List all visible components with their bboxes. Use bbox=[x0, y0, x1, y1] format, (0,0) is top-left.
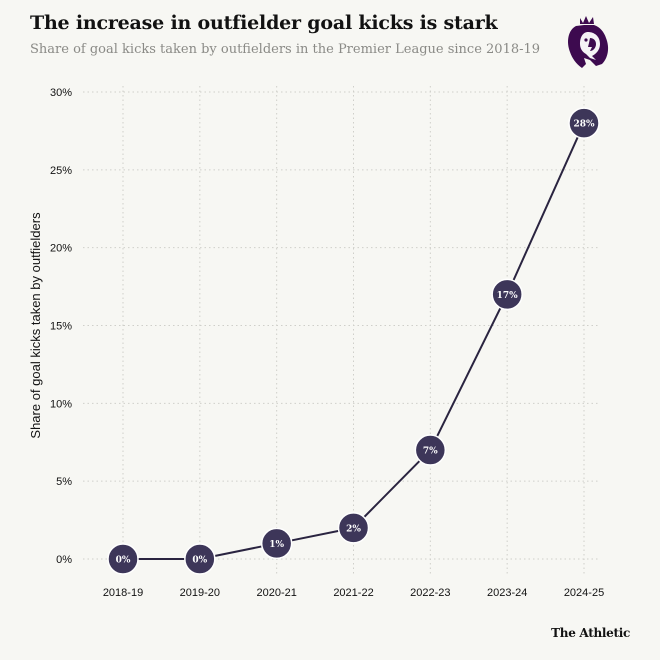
series-line-group bbox=[123, 122, 585, 560]
data-point bbox=[184, 543, 216, 575]
y-tick-label: 15% bbox=[50, 321, 72, 333]
chart-title: The increase in outfielder goal kicks is… bbox=[30, 12, 498, 34]
brand-logo-text: The Athletic bbox=[551, 626, 630, 640]
data-point bbox=[414, 434, 447, 466]
data-point bbox=[568, 107, 600, 139]
grid bbox=[83, 86, 600, 575]
data-label: 0% bbox=[192, 556, 207, 566]
x-tick-label: 2023-24 bbox=[487, 587, 527, 599]
data-point bbox=[337, 512, 370, 544]
y-axis-label: Share of goal kicks taken by outfielders bbox=[28, 212, 43, 439]
y-tick-label: 0% bbox=[56, 554, 72, 566]
x-tick-label: 2021-22 bbox=[333, 587, 373, 599]
data-label: 2% bbox=[346, 524, 361, 534]
y-tick-label: 5% bbox=[56, 476, 72, 488]
data-point bbox=[260, 527, 293, 560]
y-tick-label: 20% bbox=[50, 243, 72, 255]
x-tick-label: 2022-23 bbox=[410, 587, 450, 599]
data-points: 0% 0% 1% 2% 7% 17% 28% bbox=[107, 107, 600, 575]
data-label: 7% bbox=[423, 447, 438, 457]
x-tick-label: 2018-19 bbox=[103, 587, 143, 599]
chart-subtitle: Share of goal kicks taken by outfielders… bbox=[30, 42, 541, 57]
data-label: 28% bbox=[573, 120, 595, 130]
data-label: 0% bbox=[116, 556, 131, 566]
data-point bbox=[491, 278, 523, 311]
series-line bbox=[123, 122, 585, 560]
data-label: 1% bbox=[269, 540, 284, 550]
x-tick-label: 2024-25 bbox=[564, 587, 604, 599]
data-point bbox=[107, 543, 139, 575]
data-label: 17% bbox=[497, 291, 519, 301]
x-tick-label: 2019-20 bbox=[180, 587, 220, 599]
y-tick-label: 25% bbox=[50, 165, 72, 177]
premier-league-lion-icon bbox=[568, 16, 609, 68]
axes: 0% 5% 10% 15% 20% 25% 30% 2018-19 2019-20 2020-21… bbox=[50, 87, 604, 599]
y-tick-label: 30% bbox=[50, 87, 72, 99]
x-tick-label: 2020-21 bbox=[256, 587, 296, 599]
y-tick-label: 10% bbox=[50, 398, 72, 410]
